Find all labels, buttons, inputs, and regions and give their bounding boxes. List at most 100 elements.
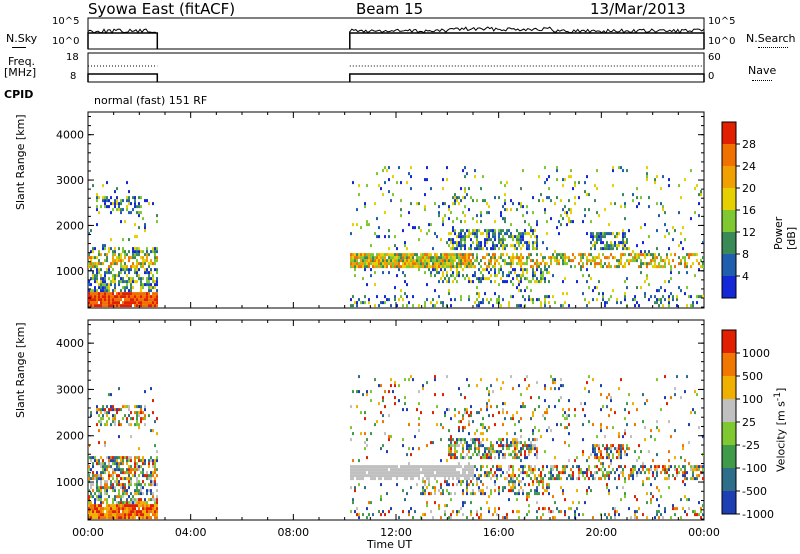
heatmap-cell (410, 187, 412, 191)
heatmap-cell (104, 274, 106, 278)
heatmap-cell (510, 417, 512, 421)
heatmap-cell (152, 262, 154, 266)
heatmap-cell (460, 229, 462, 233)
heatmap-cell (702, 295, 704, 299)
heatmap-cell (366, 456, 368, 460)
heatmap-cell (620, 378, 622, 382)
heatmap-cell (122, 486, 124, 490)
heatmap-cell (674, 477, 676, 481)
heatmap-cell (558, 477, 560, 481)
heatmap-cell (370, 477, 372, 481)
heatmap-cell (464, 501, 466, 505)
heatmap-cell (412, 226, 414, 230)
heatmap-cell (596, 435, 598, 439)
heatmap-cell (524, 453, 526, 457)
heatmap-cell (442, 220, 444, 224)
heatmap-cell (388, 438, 390, 442)
heatmap-cell (154, 498, 156, 502)
freq-tick-top: 18 (66, 52, 79, 63)
heatmap-cell (354, 253, 356, 257)
heatmap-cell (114, 262, 116, 266)
heatmap-cell (514, 447, 516, 451)
heatmap-cell (452, 274, 454, 278)
heatmap-cell (618, 453, 620, 457)
heatmap-cell (614, 241, 616, 245)
heatmap-cell (126, 283, 128, 287)
heatmap-cell (586, 492, 588, 496)
heatmap-cell (518, 489, 520, 493)
heatmap-cell (104, 483, 106, 487)
heatmap-cell (148, 489, 150, 493)
heatmap-cell (636, 244, 638, 248)
heatmap-cell (394, 468, 396, 472)
heatmap-cell (418, 447, 420, 451)
heatmap-cell (380, 513, 382, 517)
heatmap-cell (116, 196, 118, 200)
heatmap-cell (468, 247, 470, 251)
heatmap-cell (92, 247, 94, 251)
heatmap-cell (448, 447, 450, 451)
heatmap-cell (484, 277, 486, 281)
heatmap-cell (426, 381, 428, 385)
heatmap-cell (120, 220, 122, 224)
heatmap-cell (624, 495, 626, 499)
heatmap-cell (102, 277, 104, 281)
heatmap-cell (502, 241, 504, 245)
heatmap-cell (354, 265, 356, 269)
heatmap-cell (448, 238, 450, 242)
heatmap-cell (352, 468, 354, 472)
heatmap-cell (392, 175, 394, 179)
heatmap-cell (600, 408, 602, 412)
heatmap-cell (358, 193, 360, 197)
heatmap-cell (656, 510, 658, 514)
heatmap-cell (388, 247, 390, 251)
heatmap-cell (104, 492, 106, 496)
heatmap-cell (146, 492, 148, 496)
heatmap-cell (434, 262, 436, 266)
heatmap-cell (606, 450, 608, 454)
heatmap-cell (378, 184, 380, 188)
heatmap-cell (396, 477, 398, 481)
heatmap-cell (658, 265, 660, 269)
heatmap-cell (426, 253, 428, 257)
heatmap-cell (482, 444, 484, 448)
heatmap-cell (148, 292, 150, 296)
heatmap-cell (472, 468, 474, 472)
heatmap-cell (424, 271, 426, 275)
heatmap-cell (462, 444, 464, 448)
heatmap-cell (512, 277, 514, 281)
heatmap-cell (450, 265, 452, 269)
heatmap-cell (430, 465, 432, 469)
heatmap-cell (522, 477, 524, 481)
heatmap-cell (462, 196, 464, 200)
heatmap-cell (452, 259, 454, 263)
heatmap-cell (626, 447, 628, 451)
heatmap-cell (448, 408, 450, 412)
heatmap-cell (618, 244, 620, 248)
heatmap-cell (102, 477, 104, 481)
heatmap-cell (574, 513, 576, 517)
heatmap-cell (114, 420, 116, 424)
heatmap-cell (116, 477, 118, 481)
heatmap-cell (556, 178, 558, 182)
heatmap-cell (358, 390, 360, 394)
heatmap-cell (494, 456, 496, 460)
heatmap-cell (156, 259, 158, 263)
heatmap-cell (434, 259, 436, 263)
heatmap-cell (460, 441, 462, 445)
heatmap-cell (96, 516, 98, 520)
heatmap-cell (510, 453, 512, 457)
heatmap-cell (112, 504, 114, 508)
heatmap-cell (566, 256, 568, 260)
heatmap-cell (580, 402, 582, 406)
heatmap-cell (504, 220, 506, 224)
heatmap-cell (138, 513, 140, 517)
heatmap-cell (356, 256, 358, 260)
heatmap-cell (640, 265, 642, 269)
heatmap-cell (130, 268, 132, 272)
heatmap-cell (130, 435, 132, 439)
heatmap-cell (366, 393, 368, 397)
heatmap-cell (584, 501, 586, 505)
x-tick-label: 16:00 (483, 526, 515, 539)
heatmap-cell (500, 211, 502, 215)
